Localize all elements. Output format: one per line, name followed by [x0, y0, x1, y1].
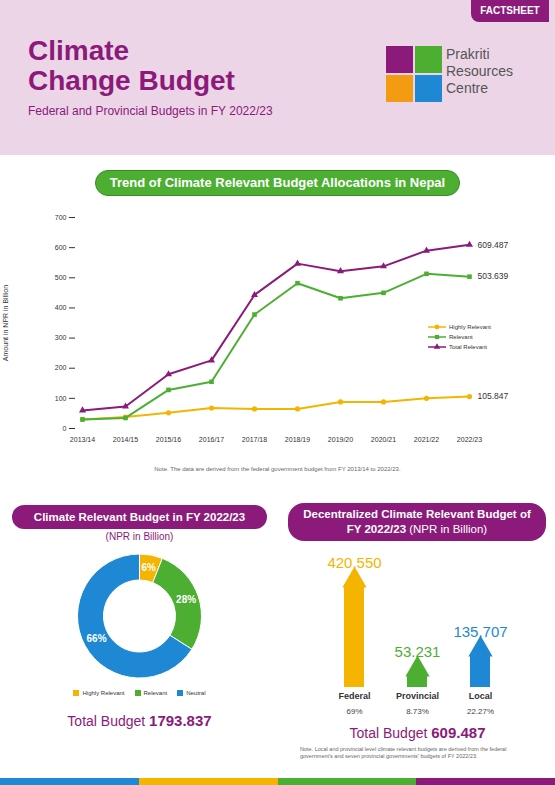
svg-text:200: 200 [55, 364, 67, 371]
html-text:Total Budget 609.487: Total Budget 609.487 [349, 724, 486, 741]
html-text:Trend of Climate Relevant Budg: Trend of Climate Relevant Budget Allocat… [109, 175, 446, 190]
html-text:Centre: Centre [446, 80, 488, 96]
svg-text:2016/17: 2016/17 [199, 436, 224, 443]
svg-text:400: 400 [55, 304, 67, 311]
svg-text:2021/22: 2021/22 [414, 436, 439, 443]
svg-text:0: 0 [63, 425, 67, 432]
html-text:Prakriti: Prakriti [446, 46, 490, 62]
svg-text:2019/20: 2019/20 [328, 436, 353, 443]
svg-text:6%: 6% [141, 562, 156, 573]
html-text:Resources: Resources [446, 63, 513, 79]
svg-text:105.847: 105.847 [478, 391, 509, 401]
svg-text:Provincial: Provincial [396, 691, 439, 701]
svg-text:135.707: 135.707 [453, 623, 507, 640]
html-text:Neutral: Neutral [186, 690, 206, 696]
svg-text:Amount in NPR in Billion: Amount in NPR in Billion [2, 285, 9, 361]
svg-text:300: 300 [55, 334, 67, 341]
svg-text:503.639: 503.639 [478, 271, 509, 281]
html-text:Total Relevant: Total Relevant [449, 344, 487, 350]
svg-text:609.487: 609.487 [478, 240, 509, 250]
svg-text:53.231: 53.231 [395, 643, 441, 660]
html-text:Federal and Provincial Budgets: Federal and Provincial Budgets in FY 202… [28, 104, 273, 118]
svg-text:28%: 28% [176, 594, 196, 605]
svg-text:100: 100 [55, 395, 67, 402]
svg-text:22.27%22.27: 22.27%22.27 [467, 707, 494, 716]
html-text:Note. Local and provincial lev: Note. Local and provincial level climate… [300, 746, 507, 759]
html-text:Decentralized Climate Relevant: Decentralized Climate Relevant Budget of… [303, 508, 531, 535]
svg-text:500: 500 [55, 274, 67, 281]
svg-text:2013/14: 2013/14 [70, 436, 95, 443]
svg-text:Local: Local [469, 691, 493, 701]
svg-text:2020/21: 2020/21 [371, 436, 396, 443]
svg-text:2015/16: 2015/16 [156, 436, 181, 443]
html-text:Relevant: Relevant [449, 334, 473, 340]
html-text:Highly Relevant: Highly Relevant [82, 690, 125, 696]
html-text:Relevant: Relevant [143, 690, 168, 696]
svg-text:69%69: 69%69 [346, 707, 362, 716]
html-text:(NPR in Billion): (NPR in Billion) [105, 531, 174, 542]
html-text:Climate: Climate [28, 35, 130, 66]
html-text:Total Budget 1793.837: Total Budget 1793.837 [67, 712, 212, 729]
svg-text:2022/23: 2022/23 [457, 436, 482, 443]
svg-text:420.550: 420.550 [327, 554, 381, 571]
svg-text:2014/15: 2014/15 [113, 436, 138, 443]
html-text:FACTSHEET: FACTSHEET [480, 5, 540, 16]
svg-text:2018/19: 2018/19 [285, 436, 310, 443]
svg-text:700: 700 [55, 214, 67, 221]
svg-text:Federal: Federal [338, 691, 370, 701]
svg-text:2017/18: 2017/18 [242, 436, 267, 443]
svg-text:600: 600 [55, 244, 67, 251]
svg-text:66%: 66% [87, 633, 107, 644]
html-text:Climate Relevant Budget in FY: Climate Relevant Budget in FY 2022/23 [33, 511, 246, 523]
html-text:Note. The data are derived fro: Note. The data are derived from the fede… [154, 466, 401, 472]
html-text:Change Budget: Change Budget [28, 65, 235, 96]
svg-text:8.73%8.73: 8.73%8.73 [406, 707, 429, 716]
html-text:Highly Relevant: Highly Relevant [449, 324, 491, 330]
